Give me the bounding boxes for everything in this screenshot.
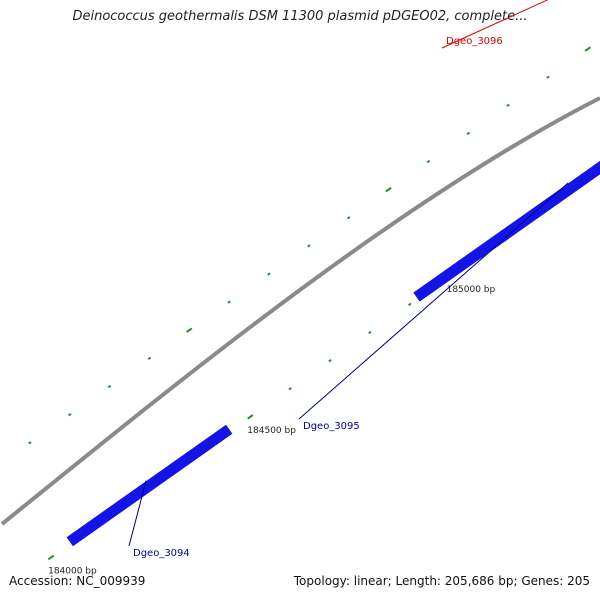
major-tick	[47, 554, 55, 561]
gene-label-group: Dgeo_3094 Dgeo_3095 Dgeo_3096	[128, 0, 569, 559]
minor-tick	[408, 302, 412, 307]
minor-tick	[328, 358, 332, 363]
minor-tick	[426, 159, 431, 164]
minor-tick	[307, 244, 311, 248]
tick-label: 184500 bp	[247, 426, 296, 436]
major-tick	[186, 327, 193, 333]
minor-tick	[107, 384, 112, 389]
gene-group	[66, 0, 600, 547]
minor-tick	[546, 75, 550, 79]
major-tick	[584, 46, 591, 52]
accession-label: Accession: NC_009939	[9, 574, 146, 588]
gene-label-dgeo-3095[interactable]: Dgeo_3095	[303, 421, 360, 432]
gene-label-dgeo-3096[interactable]: Dgeo_3096	[446, 36, 503, 47]
minor-tick	[506, 103, 510, 107]
minor-tick	[28, 441, 32, 445]
minor-tick	[346, 216, 351, 220]
major-tick-group	[47, 46, 591, 561]
gene-label-leader	[128, 480, 147, 547]
minor-tick	[68, 412, 72, 417]
minor-tick	[147, 356, 152, 361]
minor-tick	[466, 131, 470, 136]
map-title: Deinococcus geothermalis DSM 11300 plasm…	[72, 9, 528, 24]
minor-tick	[288, 387, 292, 391]
major-tick	[247, 414, 254, 420]
gene-label-dgeo-3094[interactable]: Dgeo_3094	[133, 548, 190, 559]
tick-label: 184000 bp	[48, 566, 97, 576]
minor-tick-group	[28, 75, 571, 531]
tick-label: 185000 bp	[447, 285, 496, 295]
minor-tick	[227, 300, 231, 304]
gene-bar-dgeo-3094[interactable]	[66, 424, 233, 547]
minor-tick	[368, 330, 372, 335]
minor-tick	[267, 272, 271, 276]
sequence-backbone	[0, 96, 600, 526]
sequence-summary: Topology: linear; Length: 205,686 bp; Ge…	[293, 574, 590, 588]
gene-label-leader	[298, 182, 569, 420]
major-tick	[385, 186, 392, 193]
gene-bar-dgeo-3095[interactable]	[413, 0, 600, 302]
